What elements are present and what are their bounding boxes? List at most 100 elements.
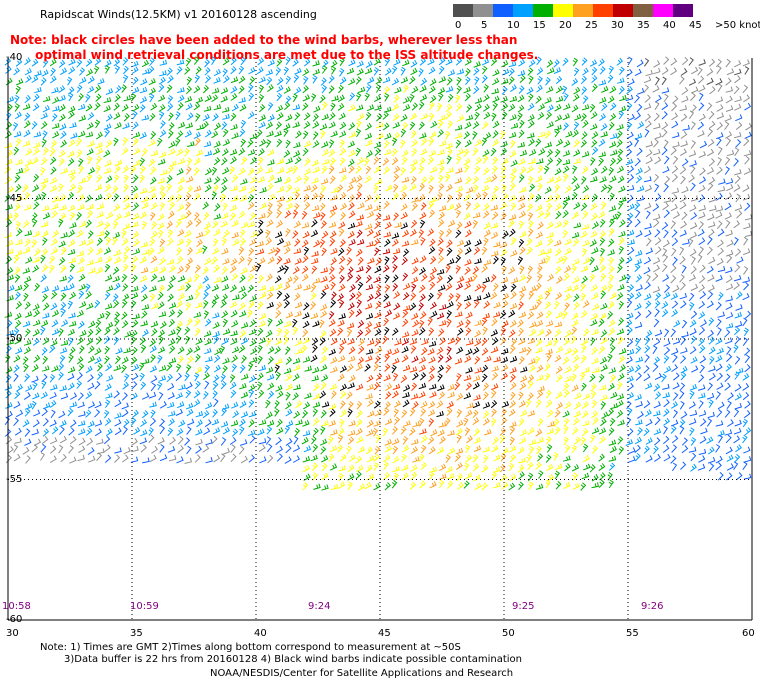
wind-barb <box>285 383 293 391</box>
wind-barb <box>689 222 698 230</box>
wind-barb <box>177 284 185 291</box>
wind-barb <box>51 285 60 292</box>
wind-barb <box>715 96 724 104</box>
wind-barb <box>742 434 748 444</box>
wind-barb <box>41 205 50 212</box>
wind-barb <box>203 372 210 381</box>
wind-barb <box>141 358 150 365</box>
wind-barb <box>707 446 715 455</box>
wind-barb <box>581 223 590 230</box>
wind-barb <box>383 374 391 382</box>
wind-barb <box>501 300 509 309</box>
wind-barb <box>447 472 455 480</box>
wind-barb <box>535 461 542 470</box>
wind-barb <box>671 112 678 121</box>
wind-barb <box>447 69 456 77</box>
wind-barb <box>571 444 578 454</box>
wind-barb <box>726 353 733 362</box>
wind-barb <box>329 445 338 453</box>
wind-barb <box>221 157 228 166</box>
wind-barb <box>187 418 195 426</box>
wind-barb <box>103 167 112 174</box>
wind-barb <box>41 365 50 372</box>
wind-barb <box>465 68 471 77</box>
wind-barb <box>436 410 444 418</box>
wind-barb <box>724 429 733 436</box>
wind-barb <box>348 374 356 383</box>
wind-barb <box>535 95 542 104</box>
wind-barb <box>259 291 267 299</box>
wind-barb <box>474 283 482 292</box>
wind-barb <box>672 409 679 419</box>
wind-barb <box>274 408 280 417</box>
wind-barb <box>131 285 139 292</box>
wind-barb <box>581 165 589 174</box>
wind-barb <box>392 283 399 292</box>
wind-barb <box>610 391 618 399</box>
wind-barb <box>670 292 678 300</box>
wind-barb <box>40 443 47 453</box>
wind-barb <box>356 60 364 68</box>
wind-barb <box>176 193 182 203</box>
wind-barb <box>635 419 643 426</box>
wind-barb <box>672 337 681 345</box>
wind-barb <box>142 68 150 75</box>
wind-barb <box>24 403 33 410</box>
wind-barb <box>276 77 284 86</box>
wind-barb <box>302 328 309 338</box>
wind-barb <box>77 401 85 409</box>
wind-barb <box>679 425 685 435</box>
wind-barb <box>446 239 453 248</box>
wind-barb <box>383 200 390 209</box>
wind-barb <box>78 363 85 372</box>
wind-barb <box>247 273 254 282</box>
wind-barb <box>177 87 185 93</box>
wind-barb <box>266 301 274 309</box>
wind-barb <box>465 201 472 211</box>
wind-barb <box>392 65 398 75</box>
wind-barb <box>709 86 716 95</box>
wind-barb <box>59 212 67 221</box>
wind-barb <box>679 292 688 300</box>
wind-barb <box>122 194 130 203</box>
wind-barb <box>492 102 499 111</box>
wind-barb <box>734 204 743 211</box>
wind-barb <box>653 60 661 68</box>
wind-barb <box>373 184 379 194</box>
wind-barb <box>688 274 696 282</box>
wind-barb <box>330 65 337 75</box>
wind-barb <box>717 186 726 193</box>
wind-barb <box>321 420 329 427</box>
wind-barb <box>627 292 635 301</box>
wind-barb <box>256 166 264 175</box>
wind-barb <box>348 420 356 427</box>
wind-barb <box>132 174 139 183</box>
wind-barb <box>41 286 50 293</box>
wind-barb <box>140 284 148 293</box>
wind-barb <box>185 302 192 311</box>
wind-barb <box>339 400 346 409</box>
wind-barb <box>679 229 687 237</box>
wind-barb <box>167 446 176 453</box>
wind-barb <box>680 355 687 364</box>
wind-barb <box>654 237 662 246</box>
wind-barb <box>177 121 186 129</box>
wind-barb <box>265 436 272 445</box>
wind-barb <box>320 276 328 283</box>
wind-barb <box>67 328 75 336</box>
wind-barb <box>132 147 141 156</box>
wind-barb <box>464 301 472 310</box>
wind-barb <box>436 275 443 284</box>
wind-barb <box>436 346 444 355</box>
wind-barb <box>193 131 201 140</box>
wind-barb <box>204 67 211 76</box>
wind-barb <box>347 473 355 481</box>
wind-barb <box>41 347 48 356</box>
wind-barb <box>654 132 662 140</box>
wind-barb <box>654 94 662 103</box>
wind-barb <box>420 77 428 86</box>
wind-barb <box>294 238 301 247</box>
wind-barb <box>392 347 400 356</box>
wind-barb <box>69 456 77 464</box>
wind-barb <box>373 165 381 174</box>
